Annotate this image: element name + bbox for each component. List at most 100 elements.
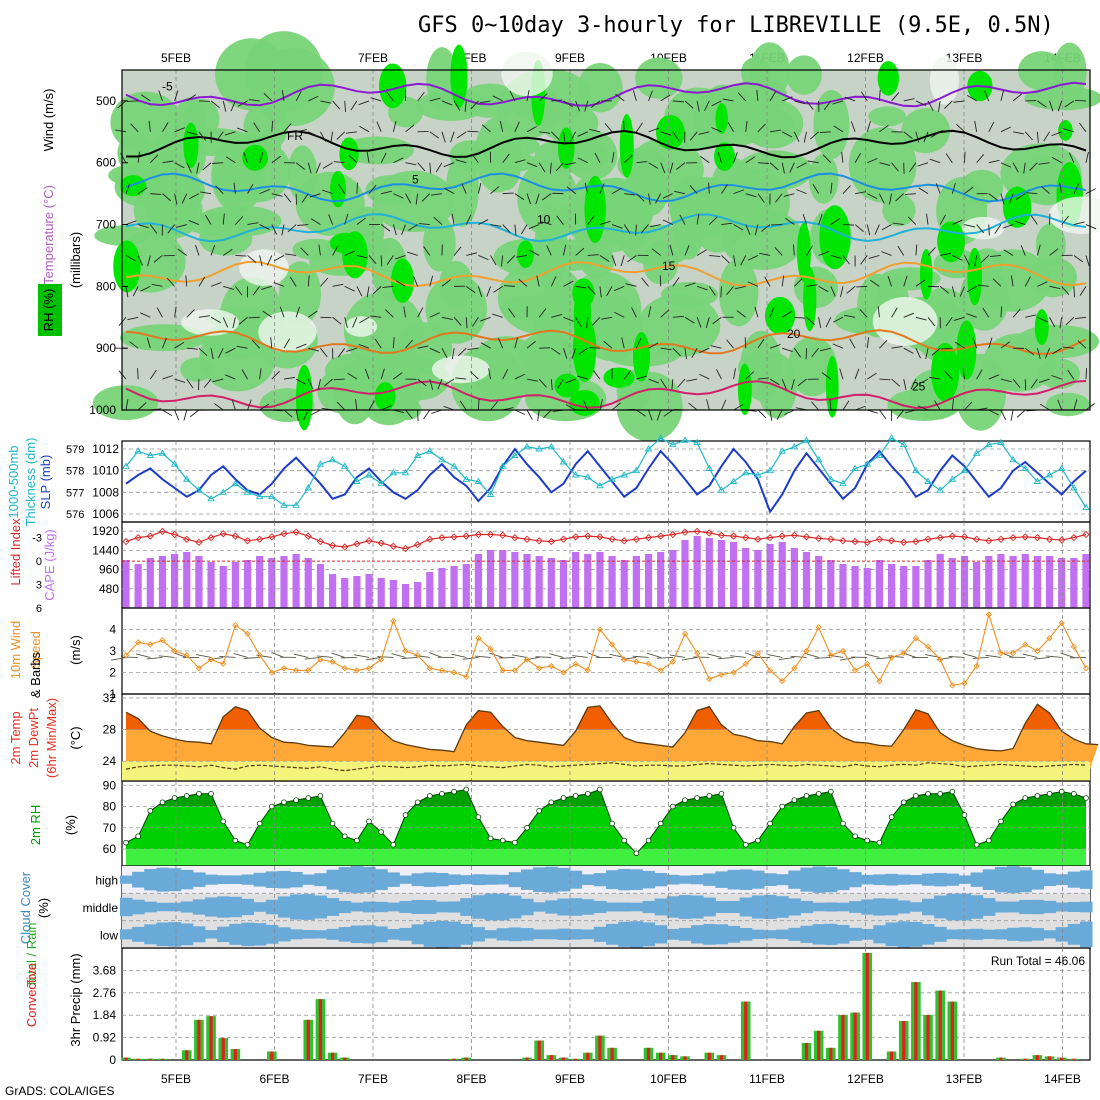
wind-barb	[203, 378, 212, 388]
wind-barb	[372, 286, 382, 295]
wind-barb	[577, 375, 588, 380]
thickness-point	[583, 473, 592, 480]
wind-barb-10m	[196, 654, 212, 658]
thickness-point	[705, 464, 714, 471]
cape-bar	[547, 558, 555, 608]
wind-speed-point	[851, 667, 859, 674]
cloud-cell	[691, 875, 704, 885]
thickness-point	[741, 468, 750, 476]
cape-bar	[766, 544, 774, 608]
wind-barb	[563, 131, 566, 143]
precip-rain-bar	[148, 1058, 152, 1060]
lifted-index-point	[134, 533, 142, 542]
axis-label: (m/s)	[68, 635, 83, 665]
wind-barb	[366, 286, 370, 298]
cape-bar	[328, 574, 337, 608]
rh2m-point	[840, 820, 846, 827]
wind-barb	[806, 245, 813, 256]
wind-barb	[310, 218, 321, 225]
wind-barb	[429, 312, 440, 318]
cloud-cell	[849, 927, 862, 941]
wind-barb	[186, 131, 198, 136]
wind-barb	[769, 409, 773, 421]
precip-rain-bar	[829, 1047, 833, 1060]
thickness-point	[413, 451, 422, 458]
wind-barb	[915, 244, 918, 256]
wind-barb	[721, 184, 728, 194]
rh2m-point	[876, 839, 883, 846]
cloud-cell	[861, 899, 874, 915]
wind-barb	[356, 217, 366, 225]
wind-barb	[415, 193, 419, 205]
cloud-cell	[119, 875, 133, 884]
precip-rain-bar	[914, 982, 918, 1060]
rh-cell	[518, 367, 557, 399]
cloud-cell	[472, 895, 485, 919]
rh2m-point	[159, 799, 166, 806]
wind-barb	[867, 193, 878, 200]
wind-barb-10m	[304, 657, 321, 660]
cloud-cell	[265, 924, 279, 944]
rh-cell	[341, 136, 414, 165]
wind-barb	[332, 316, 342, 325]
cape-bar	[669, 550, 677, 608]
wind-barb	[1051, 375, 1062, 380]
y-tick-label: 0	[36, 556, 42, 568]
wind-barb	[672, 315, 684, 318]
cloud-cell	[909, 921, 923, 947]
cloud-cell	[849, 872, 862, 888]
cloud-cell	[909, 902, 923, 912]
cloud-cell	[946, 873, 959, 886]
wind-barb	[370, 315, 382, 318]
rh2m-point	[135, 833, 141, 840]
wind-barb	[345, 131, 357, 134]
wind-barb	[710, 345, 722, 349]
y-tick-label: 28	[103, 723, 117, 737]
rh-cell	[92, 385, 159, 421]
wind-barb	[138, 224, 149, 229]
wind-barb	[271, 370, 280, 380]
wind-barb-10m	[656, 657, 673, 659]
wind-barb	[295, 409, 299, 421]
wind-barb	[437, 378, 443, 390]
wind-barb	[672, 100, 684, 103]
rh-cell	[379, 63, 407, 109]
wind-barb	[153, 255, 163, 263]
wind-barb	[796, 162, 807, 169]
wind-barb	[660, 131, 672, 136]
wind-barb	[891, 92, 900, 102]
wind-barb	[451, 348, 455, 360]
wind-barb	[308, 310, 318, 318]
y-tick-label: 480	[99, 582, 119, 596]
cape-bar	[572, 552, 580, 608]
wind-barb	[903, 98, 915, 102]
top-date-label: 5FEB	[161, 51, 191, 65]
precip-rain-bar	[804, 1042, 809, 1060]
wind-barb	[1085, 255, 1090, 267]
rh2m-point	[487, 835, 494, 842]
wind-barb	[162, 193, 172, 202]
wind-barb	[879, 339, 888, 349]
wind-barb	[632, 90, 637, 102]
isotherm-label: -5	[162, 80, 173, 94]
wind-barb	[797, 378, 807, 387]
wind-barb-10m	[414, 654, 430, 658]
wind-barb	[243, 152, 248, 163]
wind-barb	[677, 378, 686, 388]
thickness-point	[474, 477, 483, 484]
thickness-point	[438, 455, 446, 463]
wind-barb	[1038, 378, 1050, 383]
wind-barb	[478, 219, 489, 225]
wind-barb	[261, 285, 272, 290]
rh2m-point	[718, 790, 725, 797]
wind-barb	[903, 312, 915, 318]
wind-barb	[215, 185, 224, 194]
wind-barb	[174, 162, 185, 169]
wind-barb	[674, 190, 686, 195]
wind-barb	[535, 193, 540, 205]
wind-barb	[162, 122, 169, 133]
wind-barb	[281, 224, 285, 236]
wind-barb	[451, 213, 455, 225]
axis-label: SLP (mb)	[38, 455, 53, 510]
wind-barb	[589, 128, 601, 133]
